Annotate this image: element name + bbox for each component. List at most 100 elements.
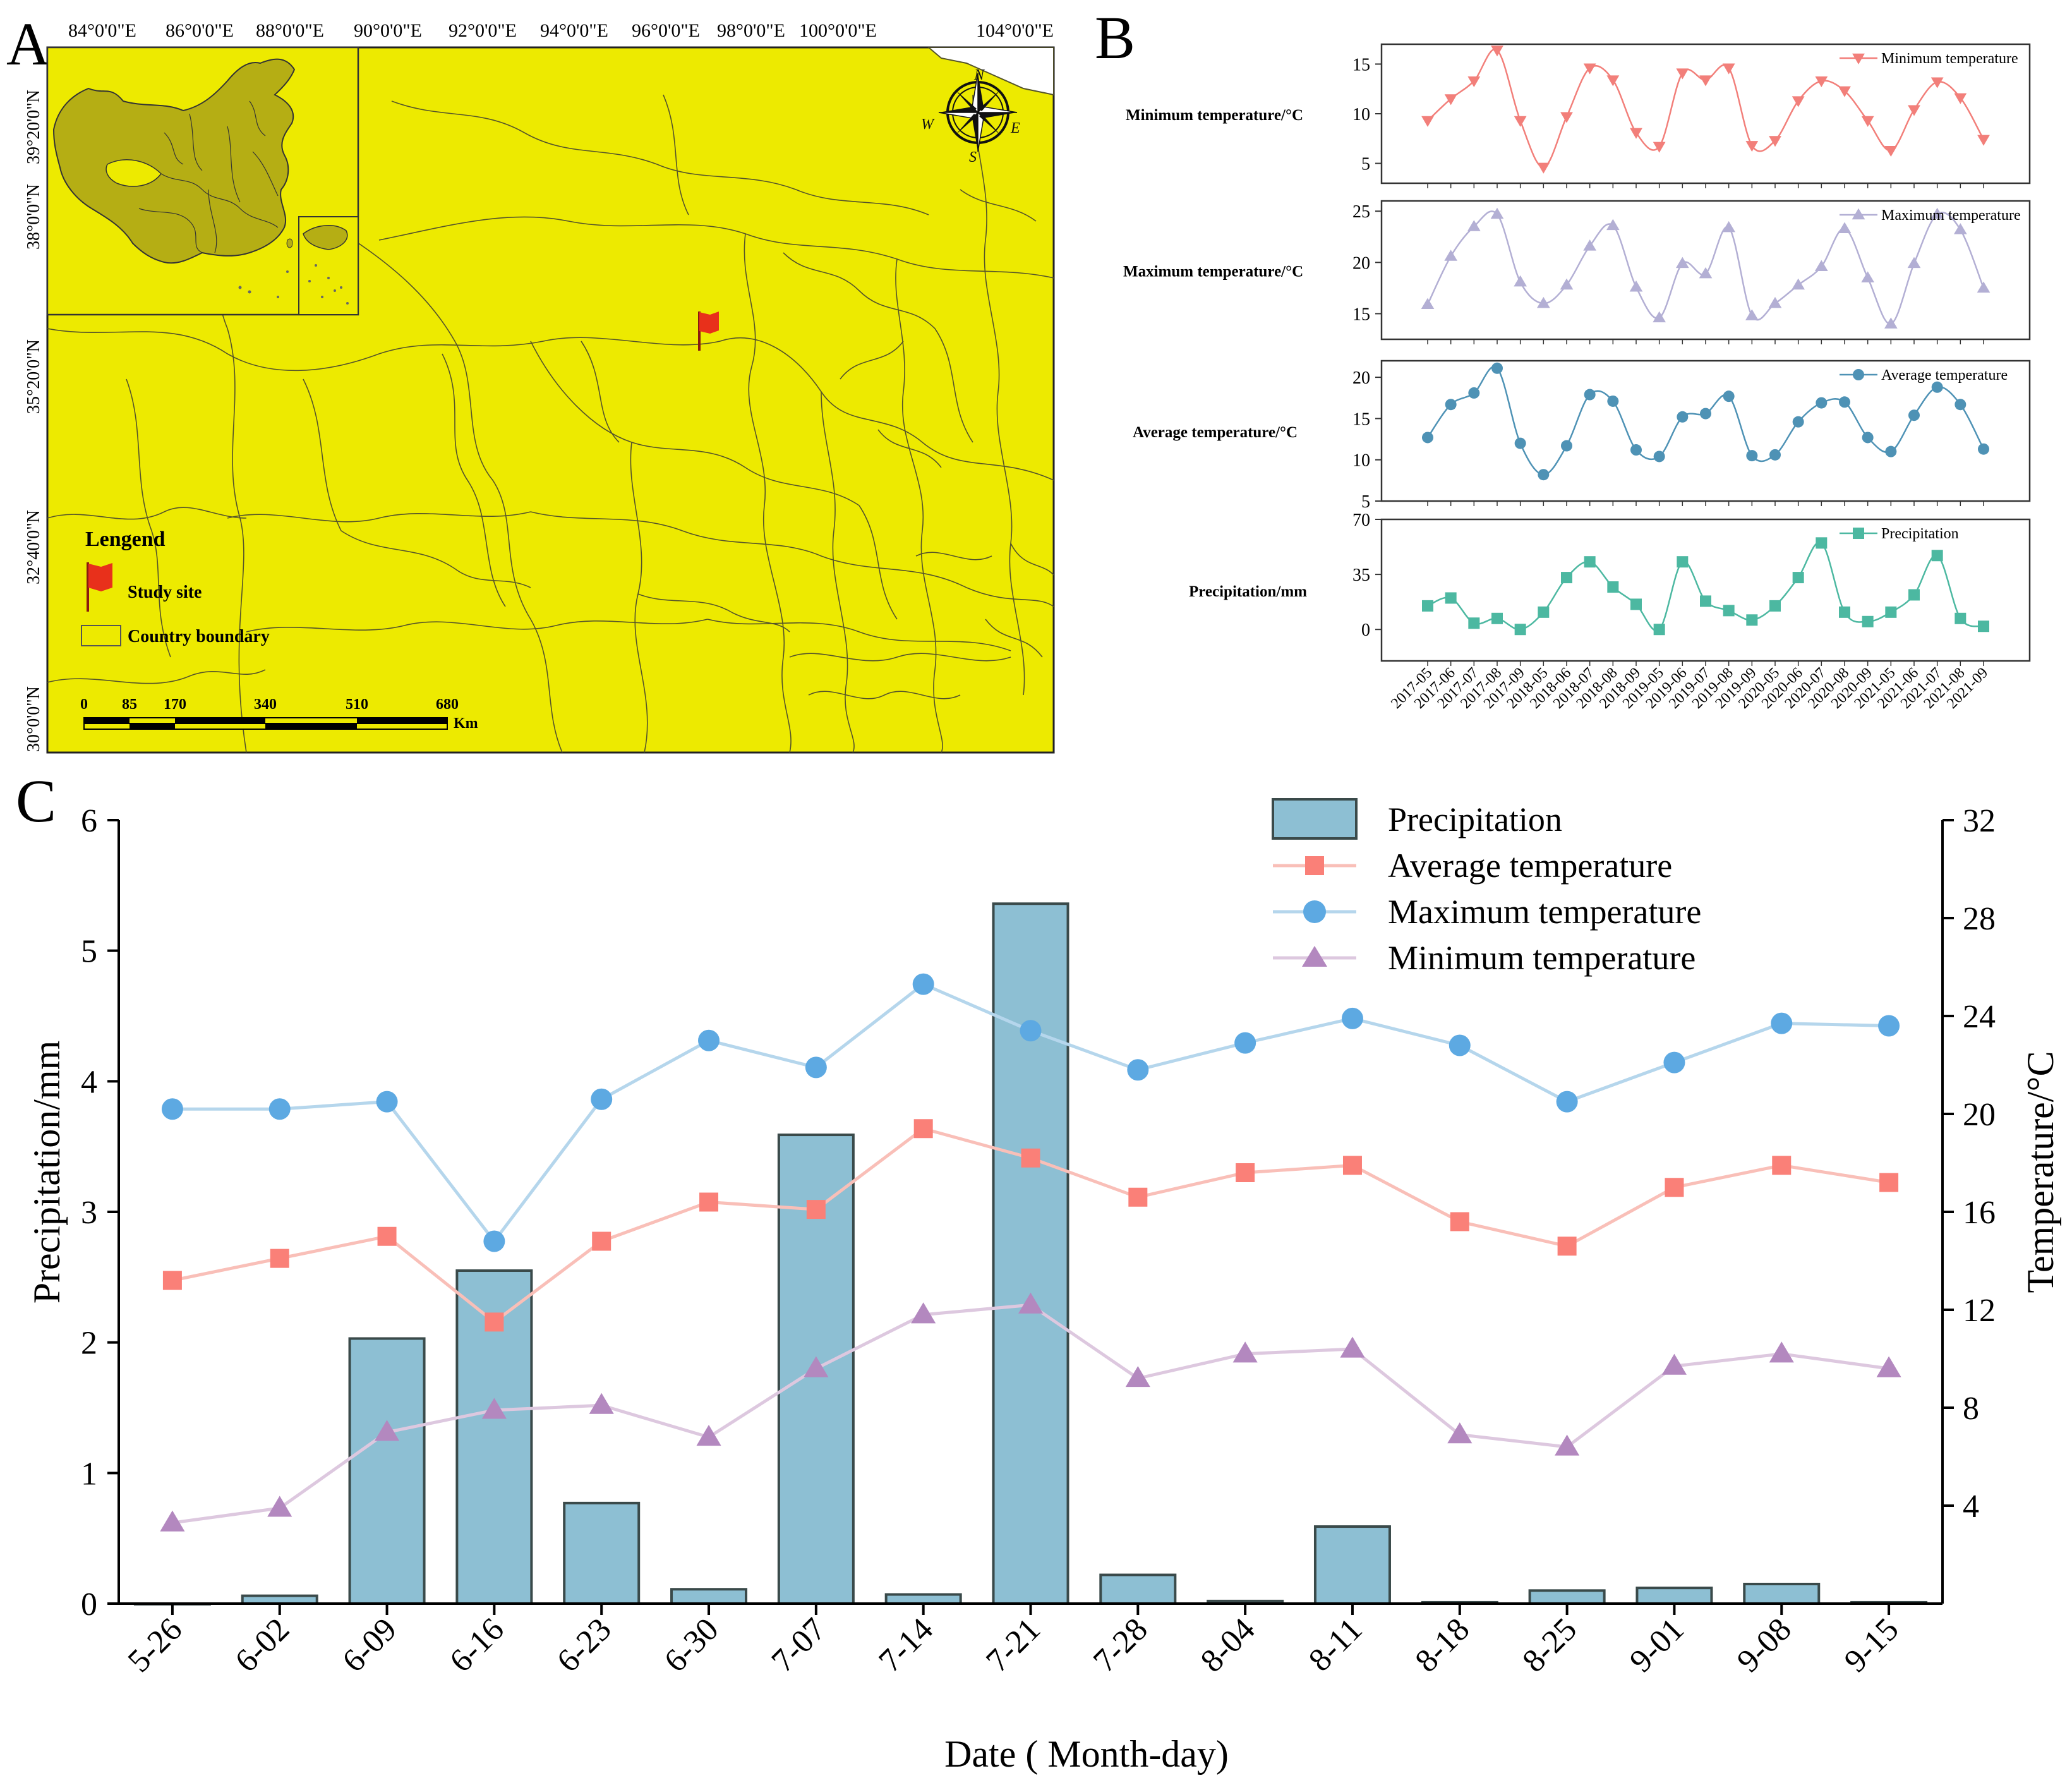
data-point [804,1356,829,1377]
data-point [1653,624,1665,636]
data-point [1561,440,1572,452]
y-tick-label: 20 [1352,368,1370,388]
data-point [1342,1156,1362,1175]
data-point [1792,96,1805,107]
compass-s: S [969,149,977,166]
y-tick-label-right: 16 [1963,1195,1996,1231]
subplot-legend: Precipitation [1881,526,1959,542]
data-point [1021,1148,1040,1168]
data-point [1792,572,1804,584]
data-point [1769,1341,1794,1363]
data-point [1468,387,1480,399]
y-tick-label: 70 [1352,511,1370,530]
data-point [483,1230,505,1252]
data-point [1885,606,1897,618]
x-tick-label: 5-26 [121,1611,190,1679]
data-point [1700,408,1711,420]
islands [238,264,349,305]
data-point [1490,207,1504,219]
data-point [1907,257,1921,269]
data-point [912,973,934,995]
data-point [1722,221,1736,233]
lon-label: 88°0'0"E [256,20,324,41]
data-point [1838,86,1851,97]
data-point [1491,362,1503,374]
legend-flag-icon [88,563,112,591]
lon-label: 96°0'0"E [632,20,700,41]
data-point [1816,537,1828,549]
data-point [1583,239,1597,251]
lon-label: 84°0'0"E [68,20,136,41]
y-tick-label-left: 5 [81,934,97,970]
legend-country-boundary: Country boundary [128,627,270,646]
data-point [1018,1292,1044,1314]
precip-bar [1635,1587,1713,1605]
data-point [1677,556,1689,568]
data-point [376,1091,398,1113]
data-point [1723,390,1735,402]
data-point [1555,1434,1580,1456]
x-axis-title: Date ( Month-day) [944,1733,1229,1775]
data-point [160,1510,185,1532]
data-point [1445,399,1457,411]
data-point [1723,605,1735,617]
data-point [592,1231,611,1251]
lat-label: 38°0'0"N [24,184,44,250]
data-point [805,1056,827,1079]
x-tick-label: 8-11 [1302,1611,1369,1678]
x-tick-label: 7-14 [872,1611,940,1679]
data-point [1884,317,1898,329]
x-tick-label: 8-18 [1409,1611,1477,1679]
scale-tick: 0 [80,696,88,713]
data-point [1421,116,1434,127]
data-point [1722,63,1735,75]
data-point [1491,612,1503,624]
sea-area [927,47,1054,96]
data-point [1537,162,1550,174]
data-point [1768,296,1782,308]
data-point [1128,1187,1148,1207]
y-tick-label-right: 8 [1963,1391,1979,1427]
data-point [268,1098,291,1120]
data-point [1560,278,1574,290]
chart-legend: Precipitation Average temperature Maximu… [1272,798,1701,977]
x-tick-label: 8-25 [1515,1611,1584,1679]
scale-bar: 0 85 170 340 510 680 Km [80,696,478,732]
x-tick-label: 9-01 [1623,1611,1691,1679]
lat-label: 30°0'0"N [24,686,44,752]
data-point [1815,76,1828,88]
data-point [911,1302,936,1324]
legend-marker-icon [1853,528,1864,539]
data-point [1861,271,1875,282]
data-point [1771,1012,1793,1034]
legend-square-icon [1305,856,1324,875]
data-point [1931,381,1943,393]
data-point [1699,75,1712,87]
data-point [1630,444,1642,456]
y-tick-label-right: 12 [1963,1293,1996,1329]
data-point [1341,1007,1363,1029]
data-point [1514,116,1527,127]
legend-boundary-swatch [81,625,121,646]
data-point [1449,1034,1471,1056]
data-point [1978,620,1989,632]
x-tick-label: 9-15 [1838,1611,1906,1679]
subplot-minimum-temperature: 5 10 15 Minimum temperature Minimum temperat… [1126,43,2031,188]
legend-minimum-temperature: Minimum temperature [1388,939,1696,977]
subplot-ylabel: Precipitation/mm [1189,583,1307,600]
panel-a-label: A [6,10,50,78]
x-tick-label: 7-07 [765,1611,833,1679]
subplot-legend: Minimum temperature [1881,51,2018,67]
data-point [1908,589,1920,601]
data-point [1234,1032,1256,1054]
legend-marker-icon [1852,53,1865,64]
scale-unit: Km [454,715,478,732]
lon-label: 104°0'0"E [976,20,1054,41]
data-point [1514,275,1527,287]
lon-label: 92°0'0"E [449,20,517,41]
lon-label: 98°0'0"E [717,20,785,41]
x-tick-label: 7-28 [1087,1611,1155,1679]
y-tick-label: 25 [1352,202,1370,222]
subplot-legend: Average temperature [1881,367,2008,384]
